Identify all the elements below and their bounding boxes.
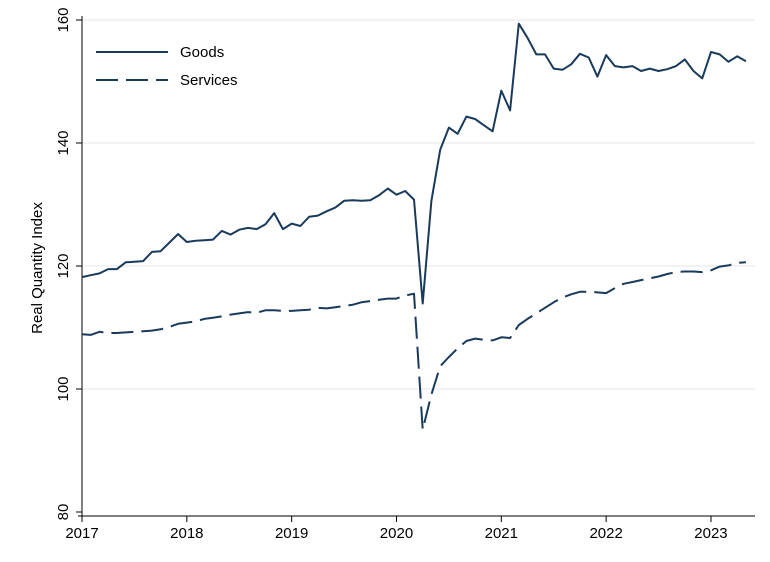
y-tick-label: 100: [55, 376, 72, 401]
legend-label-services: Services: [180, 72, 238, 89]
x-tick-label: 2018: [170, 525, 203, 542]
series-line-services: [81, 261, 746, 431]
x-tick-label: 2023: [694, 525, 727, 542]
gridlines: [82, 19, 755, 390]
y-axis-title: Real Quantity Index: [29, 202, 46, 334]
y-tick-label: 80: [55, 504, 72, 521]
x-tick-label: 2019: [275, 525, 308, 542]
y-tick-label: 120: [55, 253, 72, 278]
legend: Goods Services: [96, 44, 238, 89]
series-line-goods: [81, 22, 747, 305]
x-tick-label: 2022: [589, 525, 622, 542]
legend-label-goods: Goods: [180, 44, 224, 61]
y-tick-label: 160: [55, 7, 72, 32]
x-tick-label: 2021: [485, 525, 518, 542]
data-series: [81, 22, 747, 431]
x-tick-label: 2020: [380, 525, 413, 542]
y-tick-label: 140: [55, 130, 72, 155]
axis-ticks: 80 100 120 140 160 2017 2018 2019 2020 2021 2022 20…: [55, 7, 728, 542]
x-tick-label: 2017: [65, 525, 98, 542]
